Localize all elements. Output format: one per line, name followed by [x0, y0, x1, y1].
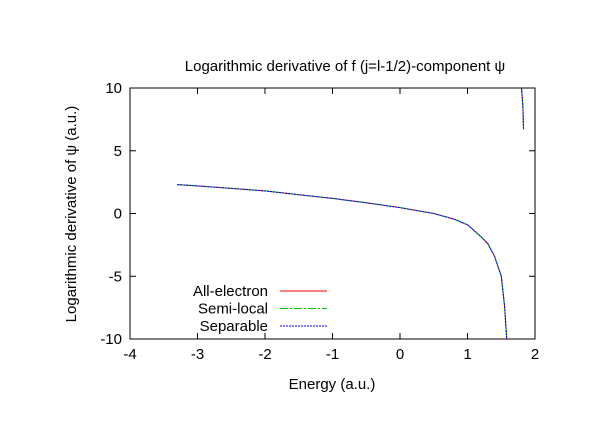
x-tick-label: 2	[531, 346, 539, 363]
plot-frame	[129, 87, 536, 340]
y-tick-label: -5	[109, 268, 122, 285]
y-tick-label: 0	[114, 206, 122, 223]
chart-title: Logarithmic derivative of f (j=l-1/2)-co…	[185, 58, 505, 75]
x-tick-label: 1	[463, 346, 471, 363]
x-axis-label: Energy (a.u.)	[289, 376, 376, 393]
y-tick-label: -10	[100, 331, 122, 348]
x-tick-label: -4	[123, 346, 136, 363]
legend-label: Separable	[200, 318, 268, 335]
y-tick-label: 10	[105, 80, 122, 97]
y-tick-label: 5	[114, 143, 122, 160]
legend-label: Semi-local	[198, 301, 268, 318]
y-axis-label: Logarithmic derivative of ψ (a.u.)	[63, 106, 80, 323]
x-tick-label: -2	[258, 346, 271, 363]
series-line-separable	[521, 87, 524, 130]
series-line-separable	[177, 184, 508, 340]
x-tick-label: -1	[326, 346, 339, 363]
x-tick-label: -3	[191, 346, 204, 363]
legend-label: All-electron	[193, 283, 268, 300]
x-tick-label: 0	[396, 346, 404, 363]
